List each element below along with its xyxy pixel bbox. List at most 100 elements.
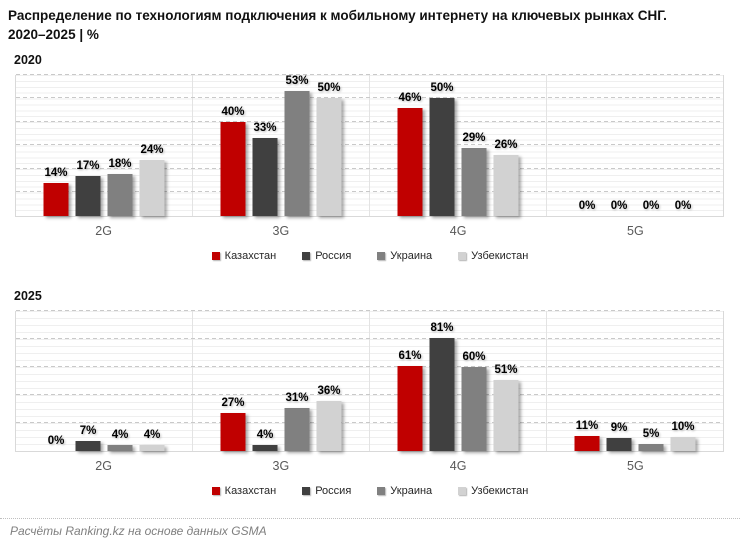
legend-item-узбекистан: Узбекистан	[458, 485, 528, 497]
bar-казахстан	[397, 366, 423, 451]
bar-россия	[429, 338, 455, 451]
bar-group-2g: 14% 17% 18% 24%	[43, 75, 165, 216]
bar-казахстан	[220, 122, 246, 216]
bar-value-label: 31%	[285, 392, 309, 404]
bar-value-label: 50%	[317, 82, 341, 94]
bar-value-label: 40%	[221, 106, 245, 118]
bar-казахстан	[43, 183, 69, 216]
bar-value-label: 53%	[285, 75, 309, 87]
bar-value-label: 60%	[462, 351, 486, 363]
bar-slot: 27%	[220, 311, 246, 451]
bar-value-label: 11%	[575, 420, 599, 432]
legend-swatch-icon	[302, 252, 311, 260]
bar-group-4g: 61% 81% 60% 51%	[397, 311, 519, 451]
bar-slot: 26%	[493, 75, 519, 216]
category-label-5g: 5G	[627, 224, 644, 238]
bar-group-3g: 27% 4% 31% 36%	[220, 311, 342, 451]
chart-2020-year-label: 2020	[14, 53, 42, 67]
bar-value-label: 0%	[674, 200, 692, 212]
bar-value-label: 0%	[610, 200, 628, 212]
legend-label: Казахстан	[224, 485, 277, 497]
bar-узбекистан	[316, 98, 342, 216]
bar-slot: 0%	[44, 311, 69, 451]
bar-value-label: 5%	[642, 428, 660, 440]
bar-slot: 0%	[607, 75, 632, 216]
bar-slot: 9%	[606, 311, 632, 451]
bar-slot: 46%	[397, 75, 423, 216]
bar-value-label: 14%	[44, 167, 68, 179]
legend-label: Украина	[390, 485, 433, 497]
bar-value-label: 9%	[610, 422, 628, 434]
chart-2020-legend: Казахстан Россия Украина Узбекистан	[0, 250, 740, 262]
bar-россия	[429, 98, 455, 216]
category-panel-4g: 46% 50% 29% 26%	[370, 75, 547, 216]
chart-2025-year-label: 2025	[14, 289, 42, 303]
bar-value-label: 24%	[140, 144, 164, 156]
footer-divider	[0, 518, 740, 519]
bar-value-label: 33%	[253, 122, 277, 134]
bar-узбекистан	[493, 155, 519, 216]
major-gridline	[16, 144, 723, 145]
bar-казахстан	[574, 436, 600, 451]
category-label-4g: 4G	[449, 224, 467, 238]
bar-value-label: 10%	[671, 421, 695, 433]
bar-казахстан	[397, 108, 423, 216]
chart-2025-legend: Казахстан Россия Украина Узбекистан	[0, 485, 740, 497]
category-panel-5g: 11% 9% 5% 10%	[547, 311, 723, 451]
bar-украина	[284, 91, 310, 216]
bar-value-label: 50%	[430, 82, 454, 94]
chart-title: Распределение по технологиям подключения…	[0, 0, 740, 44]
bar-value-label: 26%	[494, 139, 518, 151]
bar-value-label: 0%	[578, 200, 596, 212]
bar-group-5g: 0% 0% 0% 0%	[575, 75, 696, 216]
category-panel-3g: 40% 33% 53% 50%	[193, 75, 370, 216]
bar-узбекистан	[139, 160, 165, 216]
bar-узбекистан	[139, 445, 165, 451]
bar-slot: 4%	[139, 311, 165, 451]
category-label-2g: 2G	[95, 459, 112, 473]
bar-value-label: 29%	[462, 132, 486, 144]
bar-россия	[606, 438, 632, 451]
bar-украина	[284, 408, 310, 451]
bar-slot: 5%	[638, 311, 664, 451]
major-gridline	[16, 338, 723, 339]
major-gridline	[16, 310, 723, 311]
category-panel-2g: 14% 17% 18% 24%	[16, 75, 193, 216]
bar-узбекистан	[493, 380, 519, 451]
bar-slot: 4%	[107, 311, 133, 451]
bar-value-label: 18%	[108, 158, 132, 170]
legend-swatch-icon	[211, 487, 220, 495]
bar-value-label: 0%	[642, 200, 660, 212]
bar-group-4g: 46% 50% 29% 26%	[397, 75, 519, 216]
bar-slot: 36%	[316, 311, 342, 451]
bar-slot: 4%	[252, 311, 278, 451]
bar-узбекистан	[670, 437, 696, 451]
legend-swatch-icon	[458, 252, 467, 260]
bar-slot: 61%	[397, 311, 423, 451]
legend-swatch-icon	[302, 487, 311, 495]
legend-swatch-icon	[458, 487, 467, 495]
bar-slot: 50%	[316, 75, 342, 216]
bar-group-3g: 40% 33% 53% 50%	[220, 75, 342, 216]
major-gridline	[16, 74, 723, 75]
category-label-3g: 3G	[272, 224, 290, 238]
bar-украина	[461, 367, 487, 451]
bar-украина	[107, 174, 133, 216]
category-panel-2g: 0% 7% 4% 4%	[16, 311, 193, 451]
bar-group-5g: 11% 9% 5% 10%	[574, 311, 696, 451]
legend-label: Казахстан	[224, 250, 277, 262]
category-panel-5g: 0% 0% 0% 0%	[547, 75, 723, 216]
chart-title-line1: Распределение по технологиям подключения…	[8, 8, 667, 23]
chart-2020-plot-area: 14% 17% 18% 24% 40% 33% 53% 50% 46% 50% 29% 26% 0% 0%…	[15, 74, 724, 217]
major-gridline	[16, 168, 723, 169]
bar-value-label: 81%	[430, 322, 454, 334]
bar-slot: 51%	[493, 311, 519, 451]
legend-label: Узбекистан	[471, 250, 529, 262]
chart-title-line2: 2020–2025 | %	[8, 27, 99, 42]
bar-slot: 33%	[252, 75, 278, 216]
legend-item-украина: Украина	[377, 250, 432, 262]
legend-label: Украина	[390, 250, 433, 262]
category-label-2g: 2G	[95, 224, 112, 238]
bar-slot: 50%	[429, 75, 455, 216]
